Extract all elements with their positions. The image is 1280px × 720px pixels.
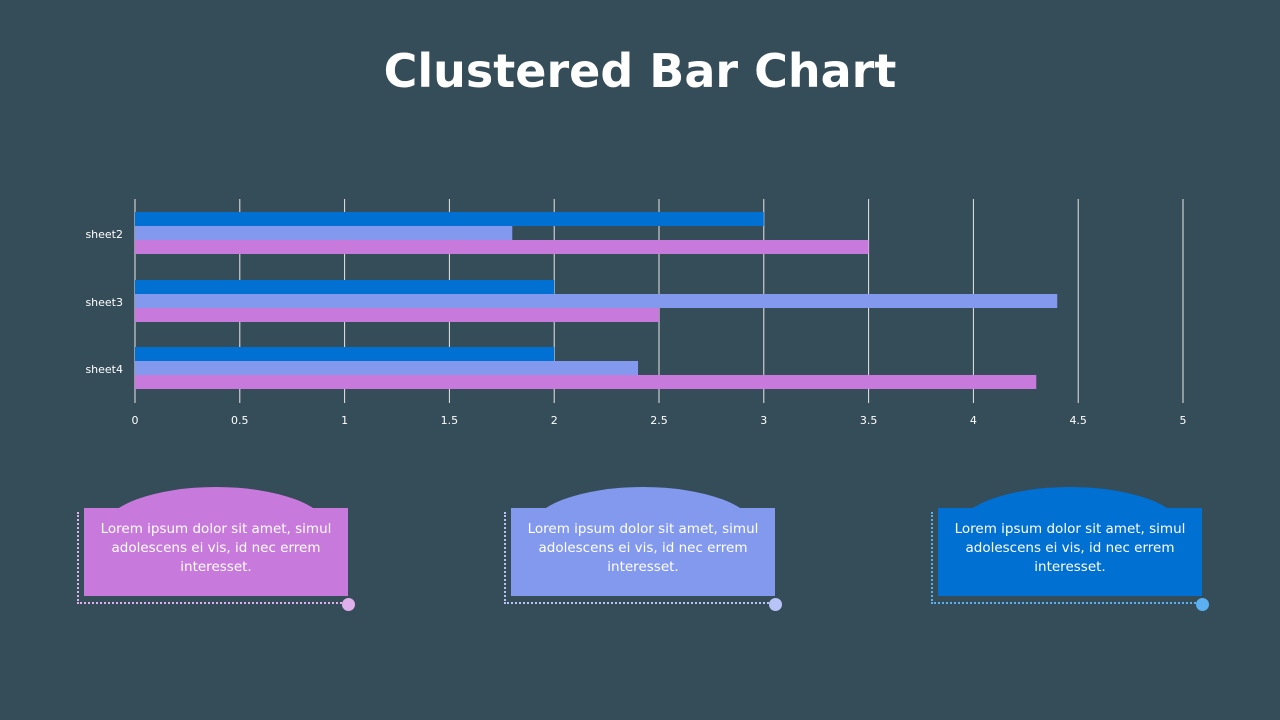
bar-sheet2-series1 (135, 212, 764, 226)
card-text: Lorem ipsum dolor sit amet, simul adoles… (100, 521, 332, 575)
x-tick-label: 0.5 (231, 414, 249, 427)
y-category-label: sheet3 (85, 296, 123, 309)
x-tick-label: 2.5 (650, 414, 668, 427)
info-card: Lorem ipsum dolor sit amet, simul adoles… (511, 487, 775, 596)
card-text: Lorem ipsum dolor sit amet, simul adoles… (527, 521, 759, 575)
bar-sheet3-series1 (135, 280, 555, 294)
bar-sheet2-series3 (135, 240, 869, 254)
bar-sheet3-series3 (135, 308, 659, 322)
x-tick-label: 2 (551, 414, 558, 427)
card-dot-icon (342, 598, 355, 611)
x-tick-label: 3 (760, 414, 767, 427)
x-tick-label: 1.5 (441, 414, 459, 427)
info-card: Lorem ipsum dolor sit amet, simul adoles… (84, 487, 348, 596)
card-frame (504, 512, 776, 604)
bar-sheet3-series2 (135, 294, 1058, 308)
x-tick-label: 5 (1180, 414, 1187, 427)
bar-sheet4-series2 (135, 361, 639, 375)
x-tick-label: 3.5 (860, 414, 878, 427)
bar-sheet4-series1 (135, 347, 555, 361)
x-tick-label: 4 (970, 414, 977, 427)
card-dot-icon (1196, 598, 1209, 611)
y-category-label: sheet2 (85, 228, 123, 241)
page-title: Clustered Bar Chart (383, 44, 897, 98)
y-category-label: sheet4 (85, 363, 123, 376)
card-dot-icon (769, 598, 782, 611)
clustered-bar-chart: 0 0.5 1 1.5 2 2.5 3 3.5 4 4.5 5 sheet2 sheet3 sheet4 (85, 199, 1187, 427)
card-frame (931, 512, 1203, 604)
card-text: Lorem ipsum dolor sit amet, simul adoles… (954, 521, 1186, 575)
x-tick-label: 1 (341, 414, 348, 427)
x-tick-label: 0 (132, 414, 139, 427)
x-tick-label: 4.5 (1069, 414, 1087, 427)
card-frame (77, 512, 349, 604)
info-card: Lorem ipsum dolor sit amet, simul adoles… (938, 487, 1202, 596)
bar-sheet4-series3 (135, 375, 1037, 389)
bar-sheet2-series2 (135, 226, 513, 240)
